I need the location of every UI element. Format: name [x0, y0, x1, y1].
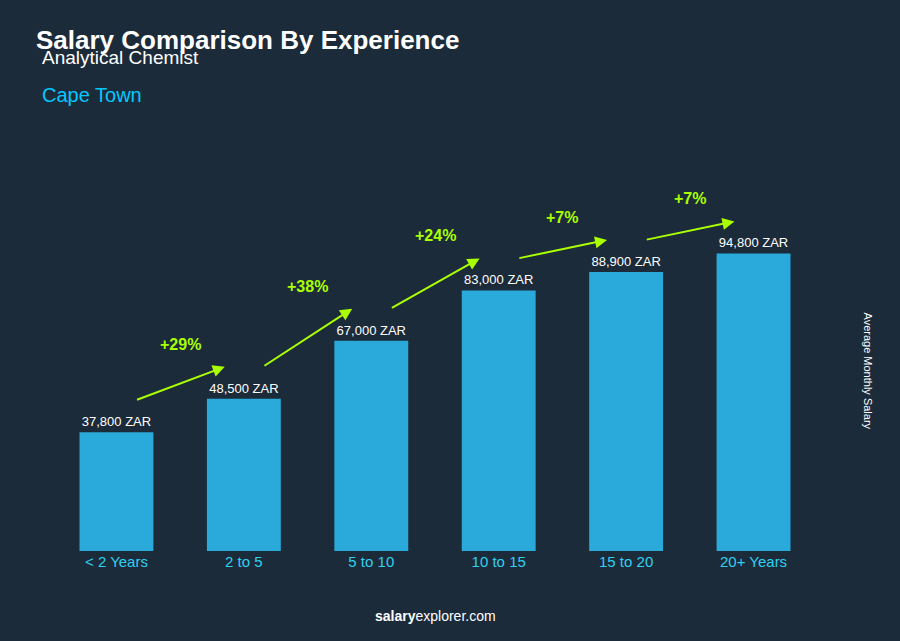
svg-text:83,000 ZAR: 83,000 ZAR: [464, 272, 533, 287]
svg-text:+7%: +7%: [674, 190, 706, 207]
svg-text:+29%: +29%: [160, 336, 201, 353]
svg-text:48,500 ZAR: 48,500 ZAR: [209, 381, 278, 396]
svg-text:37,800 ZAR: 37,800 ZAR: [82, 414, 151, 429]
svg-text:Analytical Chemist: Analytical Chemist: [42, 47, 199, 68]
svg-text:Salary Comparison By Experienc: Salary Comparison By Experience: [36, 25, 459, 55]
svg-text:Average Monthly Salary: Average Monthly Salary: [862, 313, 874, 430]
svg-text:88,900 ZAR: 88,900 ZAR: [591, 254, 660, 269]
svg-text:15 to 20: 15 to 20: [599, 553, 653, 570]
svg-text:+24%: +24%: [415, 227, 456, 244]
svg-text:2 to 5: 2 to 5: [225, 553, 263, 570]
svg-text:salaryexplorer.com: salaryexplorer.com: [375, 608, 496, 624]
svg-text:10 to 15: 10 to 15: [472, 553, 526, 570]
svg-text:20+ Years: 20+ Years: [720, 553, 787, 570]
svg-text:Cape Town: Cape Town: [42, 84, 142, 106]
svg-text:67,000 ZAR: 67,000 ZAR: [337, 323, 406, 338]
svg-text:94,800 ZAR: 94,800 ZAR: [719, 235, 788, 250]
svg-text:< 2 Years: < 2 Years: [85, 553, 148, 570]
svg-text:+38%: +38%: [287, 278, 328, 295]
svg-text:5 to 10: 5 to 10: [348, 553, 394, 570]
svg-text:+7%: +7%: [546, 209, 578, 226]
